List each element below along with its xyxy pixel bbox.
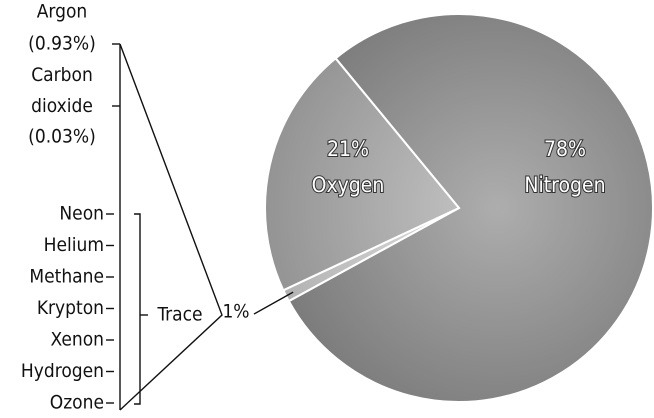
trace-gas: Helium xyxy=(44,234,104,256)
gas-amount: (0.93%) xyxy=(28,33,96,55)
trace-gas: Xenon xyxy=(50,329,104,351)
trace-gas: Neon xyxy=(59,203,104,225)
value-label: 78% xyxy=(544,137,586,161)
gas-amount: (0.03%) xyxy=(28,126,96,148)
trace-gas: Krypton xyxy=(37,297,104,319)
slice-label: Oxygen xyxy=(312,173,385,197)
gas-name: Argon xyxy=(37,1,88,23)
value-label: 21% xyxy=(327,137,369,161)
bracket-angle xyxy=(119,43,223,411)
slice-label: Nitrogen xyxy=(524,173,605,197)
trace-gas: Methane xyxy=(29,266,104,288)
value-label: 1% xyxy=(222,301,249,323)
leader-line xyxy=(253,291,294,315)
category-label: Trace xyxy=(156,304,202,326)
trace-gas: Hydrogen xyxy=(21,360,104,382)
pie-slice xyxy=(264,56,461,292)
gas-name: Carbon dioxide xyxy=(31,64,93,117)
trace-bracket xyxy=(134,213,141,405)
trace-gas: Ozone xyxy=(50,392,104,414)
